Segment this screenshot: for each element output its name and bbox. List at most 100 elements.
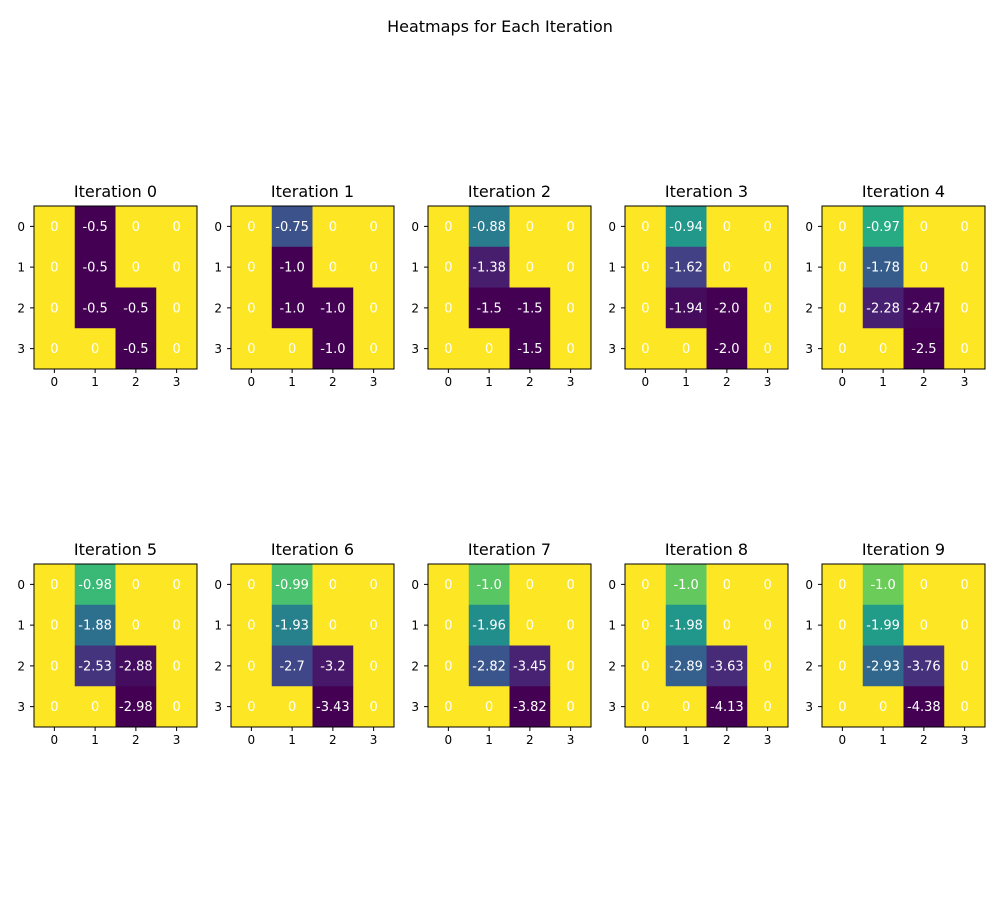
y-tick-label: 3: [608, 342, 616, 356]
heatmap-cell: [428, 328, 470, 370]
cell-label: -1.0: [870, 578, 895, 593]
heatmap-cell: [468, 287, 510, 329]
x-tick-label: 3: [370, 375, 378, 389]
heatmap-cell: [944, 686, 986, 728]
cell-label: 0: [641, 261, 649, 276]
heatmap-cell: [353, 686, 395, 728]
cell-label: 0: [444, 261, 452, 276]
cell-label: 0: [566, 301, 574, 316]
x-tick-label: 2: [920, 733, 928, 747]
heatmap-cell: [944, 287, 986, 329]
heatmap-cell: [115, 604, 157, 646]
cell-label: 0: [641, 659, 649, 674]
heatmap-cell: [665, 206, 707, 248]
cell-label: -0.98: [78, 578, 112, 593]
heatmap-cell: [509, 328, 551, 370]
cell-label: 0: [960, 619, 968, 634]
cell-label: -4.38: [907, 700, 941, 715]
heatmap-cell: [509, 564, 551, 606]
heatmap-cell: [665, 604, 707, 646]
cell-label: -3.63: [710, 659, 744, 674]
cell-label: 0: [566, 659, 574, 674]
x-tick-label: 0: [248, 375, 256, 389]
cell-label: 0: [91, 700, 99, 715]
axes-frame: [230, 563, 395, 728]
axes-frame: [624, 205, 789, 370]
x-tick-label: 0: [839, 733, 847, 747]
cell-label: 0: [50, 619, 58, 634]
x-tick-label: 3: [961, 375, 969, 389]
heatmap-cell: [353, 328, 395, 370]
heatmap-cell: [706, 564, 748, 606]
y-tick-label: 1: [214, 261, 222, 275]
y-tick-label: 0: [214, 220, 222, 234]
cell-label: -2.82: [472, 659, 506, 674]
y-tick-label: 3: [608, 700, 616, 714]
cell-label: -3.2: [320, 659, 345, 674]
cell-label: 0: [172, 261, 180, 276]
y-tick-label: 3: [411, 342, 419, 356]
x-tick-label: 0: [642, 375, 650, 389]
heatmap-cell: [747, 328, 789, 370]
cell-label: -1.94: [669, 301, 703, 316]
heatmap-cell: [625, 328, 667, 370]
heatmap-panel: 0 -0.75 0 0 0 -1.0 0 0 0 -1.0 -1.0 0 0 0 -1.0 0 Iteratio…: [214, 182, 395, 389]
x-tick-label: 0: [445, 375, 453, 389]
cell-label: 0: [641, 578, 649, 593]
cell-label: 0: [763, 700, 771, 715]
heatmap-cell: [312, 604, 354, 646]
panel-title: Iteration 3: [665, 182, 748, 201]
heatmap-cell: [428, 287, 470, 329]
x-tick-label: 2: [920, 375, 928, 389]
cell-label: -1.0: [279, 301, 304, 316]
heatmap-cell: [74, 287, 116, 329]
heatmap-cell: [271, 287, 313, 329]
y-tick-label: 2: [608, 659, 616, 673]
heatmap-cell: [747, 564, 789, 606]
x-tick-label: 0: [839, 375, 847, 389]
cell-label: 0: [641, 700, 649, 715]
panel-title: Iteration 1: [271, 182, 354, 201]
cell-label: -1.62: [669, 261, 703, 276]
y-tick-label: 3: [214, 700, 222, 714]
axes-frame: [230, 205, 395, 370]
y-tick-label: 1: [608, 619, 616, 633]
cell-label: 0: [641, 619, 649, 634]
axes-frame: [33, 563, 198, 728]
heatmap-cell: [550, 645, 592, 687]
heatmap-cell: [312, 645, 354, 687]
axes-frame: [33, 205, 198, 370]
cell-label: -1.93: [275, 619, 309, 634]
cell-label: 0: [369, 659, 377, 674]
cell-label: 0: [50, 220, 58, 235]
cell-label: 0: [526, 619, 534, 634]
heatmap-cell: [625, 287, 667, 329]
cell-label: -2.0: [714, 301, 739, 316]
heatmap-cell: [944, 564, 986, 606]
heatmap-cell: [862, 206, 904, 248]
cell-label: -2.93: [866, 659, 900, 674]
y-tick-label: 1: [214, 619, 222, 633]
cell-label: 0: [50, 578, 58, 593]
cell-label: -2.47: [907, 301, 941, 316]
cell-label: 0: [763, 261, 771, 276]
cell-label: -0.5: [123, 301, 148, 316]
y-tick-label: 0: [17, 220, 25, 234]
heatmap-cell: [428, 686, 470, 728]
heatmap-cell: [74, 686, 116, 728]
x-tick-label: 3: [764, 375, 772, 389]
cell-label: 0: [879, 700, 887, 715]
cell-label: 0: [920, 578, 928, 593]
cell-label: 0: [682, 700, 690, 715]
cell-label: 0: [879, 342, 887, 357]
heatmap-cell: [34, 645, 76, 687]
y-tick-label: 3: [17, 342, 25, 356]
cell-label: 0: [50, 342, 58, 357]
heatmap-cell: [625, 604, 667, 646]
axes-frame: [624, 563, 789, 728]
heatmap-cell: [156, 604, 198, 646]
heatmap-cell: [468, 246, 510, 288]
cell-label: -2.89: [669, 659, 703, 674]
heatmap-cell: [156, 246, 198, 288]
x-tick-label: 2: [526, 375, 534, 389]
